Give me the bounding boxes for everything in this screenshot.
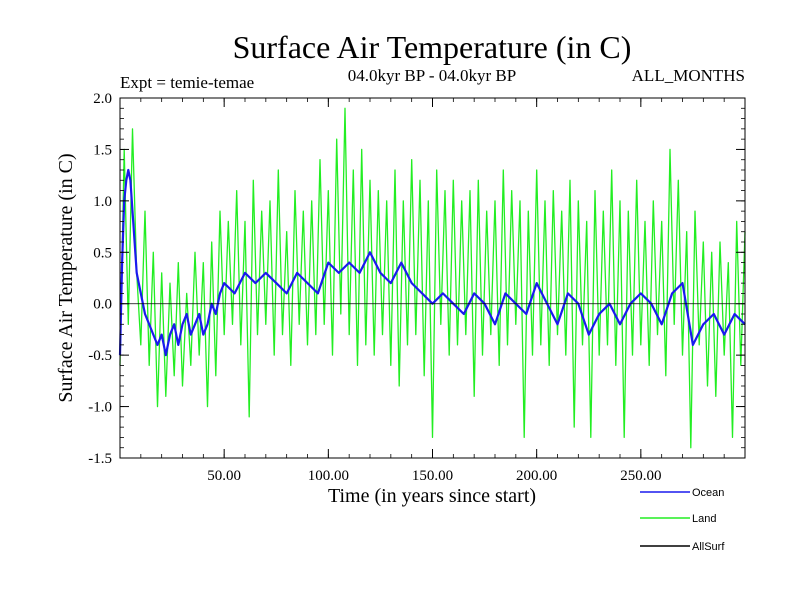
y-tick-label: 1.5 — [93, 142, 112, 158]
months-label: ALL_MONTHS — [632, 66, 745, 85]
y-tick-label: -1.5 — [88, 451, 112, 467]
x-tick-label: 250.00 — [620, 468, 661, 484]
time-range-label: 04.0kyr BP - 04.0kyr BP — [348, 66, 516, 85]
axes-group: 2.0 1.5 1.0 0.5 0.0 -0.5 -1.0 -1.5 50.00 100.00 15… — [88, 91, 746, 484]
series-line-land — [119, 107, 746, 449]
y-tick-label: 0.5 — [93, 245, 112, 261]
y-tick-label: -0.5 — [88, 348, 112, 364]
y-tick-label: 2.0 — [93, 91, 112, 107]
x-tick-label: 200.00 — [516, 468, 557, 484]
x-tick-label: 100.00 — [308, 468, 349, 484]
series-group — [118, 107, 746, 449]
legend-label-land: Land — [692, 513, 716, 525]
experiment-label: Expt = temie-temae — [120, 73, 254, 92]
legend-label-ocean: Ocean — [692, 487, 724, 499]
legend-group: Ocean Land AllSurf — [640, 487, 725, 553]
chart-title: Surface Air Temperature (in C) — [233, 29, 632, 65]
legend-label-allsurf: AllSurf — [692, 541, 725, 553]
series-line-ocean — [118, 168, 746, 357]
x-tick-label: 150.00 — [412, 468, 453, 484]
y-tick-label: 1.0 — [93, 194, 112, 210]
x-tick-label: 50.00 — [207, 468, 241, 484]
text-group: Surface Air Temperature (in C) Expt = tem… — [55, 29, 745, 507]
y-tick-label: -1.0 — [88, 400, 112, 416]
x-axis-label: Time (in years since start) — [328, 485, 536, 507]
y-axis-label: Surface Air Temperature (in C) — [55, 153, 77, 402]
y-tick-label: 0.0 — [93, 297, 112, 313]
